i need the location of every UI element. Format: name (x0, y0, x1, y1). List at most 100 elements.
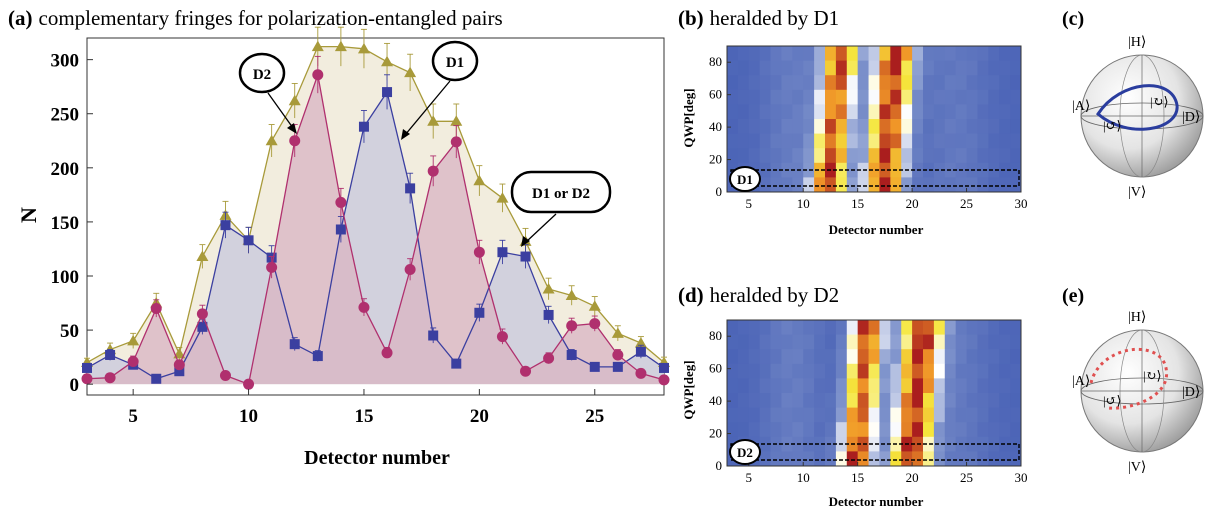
heat-cell (748, 104, 761, 120)
heat-cell (890, 363, 902, 379)
heat-cell (955, 75, 967, 91)
heat-cell (857, 177, 869, 193)
panel-b-title: (b) heralded by D1 (678, 6, 839, 30)
heat-cell (966, 349, 978, 365)
panel-b-tag: (b) (678, 6, 704, 30)
heat-cell (814, 393, 826, 408)
heat-cell (901, 89, 913, 105)
heat-cell (737, 334, 750, 350)
heat-cell (727, 89, 739, 105)
heat-cell (988, 393, 1000, 408)
heat-y-tick-label: 20 (709, 152, 722, 167)
heat-cell (781, 334, 793, 350)
point-d2 (81, 373, 93, 385)
heat-cell (944, 133, 957, 149)
ket-circ1-e: |↻⟩ (1143, 368, 1162, 383)
heat-cell (846, 89, 859, 105)
heat-cell (846, 46, 859, 61)
heat-cell (737, 393, 750, 408)
heat-cell (912, 378, 924, 394)
point-d1 (151, 373, 162, 384)
heat-cell (923, 104, 935, 120)
heat-cell (1010, 363, 1022, 379)
heat-cell (966, 75, 978, 91)
heat-cell (857, 133, 869, 149)
heat-cell (955, 60, 967, 76)
heat-cell (879, 46, 891, 61)
heat-cell (814, 148, 826, 164)
point-d1-or-d2 (311, 40, 324, 52)
heat-cell (792, 148, 804, 164)
panel-b-xlabel: Detector number (829, 222, 924, 237)
heat-cell (879, 349, 891, 365)
heat-cell (1010, 104, 1022, 120)
heat-cell (977, 133, 989, 149)
panel-a-title: (a) complementary fringes for polarizatio… (8, 6, 503, 30)
heat-cell (759, 60, 771, 76)
heat-cell (835, 393, 848, 408)
heat-cell (912, 393, 924, 408)
heat-cell (835, 334, 848, 350)
heat-cell (890, 46, 902, 61)
heat-cell (748, 46, 761, 61)
point-d2 (658, 374, 670, 386)
heat-cell (846, 378, 859, 394)
point-d1-or-d2 (565, 289, 578, 300)
heat-cell (781, 104, 793, 120)
heat-cell (825, 148, 837, 164)
heat-cell (781, 451, 793, 467)
heat-cell (912, 407, 924, 423)
heat-cell (933, 393, 946, 408)
heat-cell (901, 451, 913, 467)
heat-cell (890, 422, 902, 438)
heat-cell (737, 378, 750, 394)
heat-cell (803, 148, 815, 164)
y-tick-label: 0 (70, 375, 80, 396)
heat-cell (759, 393, 771, 408)
heat-cell (846, 177, 859, 193)
heat-cell (748, 133, 761, 149)
heat-cell (825, 320, 837, 335)
panel-d-title-text: heralded by D2 (710, 283, 839, 307)
heat-cell (977, 119, 989, 134)
heat-cell (988, 349, 1000, 365)
panel-b-box-badge (729, 166, 761, 192)
heat-cell (933, 75, 946, 91)
heat-cell (912, 363, 924, 379)
heat-cell (923, 349, 935, 365)
heat-cell (1010, 148, 1022, 164)
heat-cell (988, 104, 1000, 120)
heat-cell (944, 451, 957, 467)
heat-cell (846, 393, 859, 408)
heat-cell (759, 363, 771, 379)
heat-cell (770, 119, 782, 134)
heat-cell (999, 133, 1011, 149)
heat-x-tick-label: 5 (746, 470, 753, 485)
heat-cell (835, 177, 848, 193)
heat-cell (868, 451, 880, 467)
heat-cell (933, 334, 946, 350)
heat-cell (966, 119, 978, 134)
x-tick-label: 5 (128, 406, 138, 427)
heat-y-tick-label: 0 (716, 458, 723, 473)
point-d2 (358, 301, 370, 313)
heat-cell (912, 89, 924, 105)
heat-cell (759, 177, 771, 193)
panel-d-heatmap: 5 10 15 20 25 30 0 20 40 60 80 (709, 319, 1028, 485)
heat-cell (825, 378, 837, 394)
point-d1 (428, 330, 439, 341)
heat-cell (835, 378, 848, 394)
heat-cell (792, 89, 804, 105)
heat-cell (803, 75, 815, 91)
heat-cell (999, 75, 1011, 91)
heat-cell (770, 75, 782, 91)
heat-cell (912, 451, 924, 467)
heat-cell (879, 162, 891, 178)
heat-cell (944, 75, 957, 91)
heat-cell (857, 349, 869, 365)
heat-cell (912, 60, 924, 76)
heat-cell (901, 422, 913, 438)
heat-cell (803, 334, 815, 350)
point-d2 (450, 136, 462, 148)
